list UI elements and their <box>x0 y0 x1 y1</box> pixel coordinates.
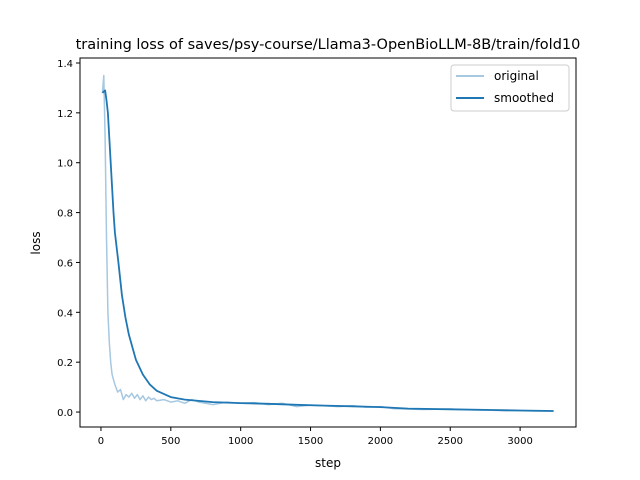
y-tick-label: 0.4 <box>57 308 73 319</box>
y-tick-label: 0.6 <box>57 258 73 269</box>
plot-frame <box>79 57 577 428</box>
y-tick-label: 0.2 <box>57 358 73 369</box>
y-tick-label: 1.2 <box>57 109 73 120</box>
legend-label-original: original <box>494 69 539 83</box>
x-tick-label: 0 <box>98 436 104 447</box>
y-tick-label: 0.8 <box>57 209 73 220</box>
chart-title: training loss of saves/psy-course/Llama3… <box>76 37 581 53</box>
series-line-smoothed <box>101 89 554 412</box>
legend: original smoothed <box>450 64 570 112</box>
x-tick-label: 1500 <box>298 436 323 447</box>
y-tick-label: 0.0 <box>57 408 73 419</box>
x-tick-label: 500 <box>161 436 180 447</box>
x-tick-label: 3000 <box>507 436 532 447</box>
y-axis-label: loss <box>29 231 43 254</box>
x-tick-label: 2500 <box>438 436 463 447</box>
legend-label-smoothed: smoothed <box>494 91 554 105</box>
x-axis-label: step <box>315 456 341 470</box>
y-tick-label: 1.0 <box>57 159 73 170</box>
y-tick-label: 1.4 <box>57 59 73 70</box>
x-tick-label: 2000 <box>368 436 393 447</box>
x-tick-label: 1000 <box>228 436 253 447</box>
